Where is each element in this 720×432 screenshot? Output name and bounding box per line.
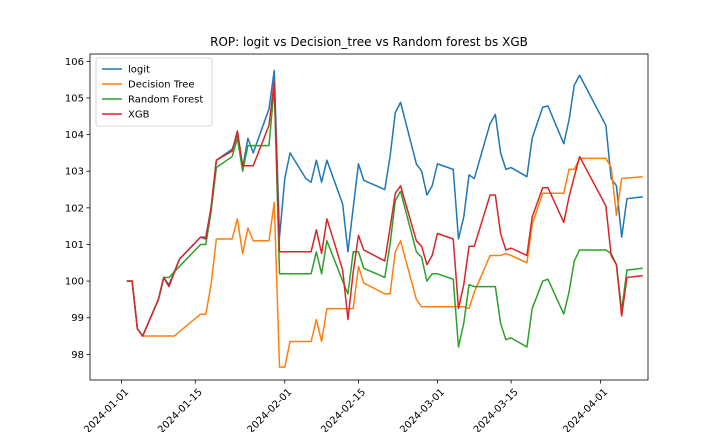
y-tick-label: 103 [65,167,84,178]
y-tick-label: 99 [71,313,84,324]
legend-box [95,57,213,127]
series-line-decision-tree [126,157,643,368]
plot-area [126,69,643,368]
x-tick-label: 2024-03-15 [472,387,521,432]
y-axis: 98 99 100 101 102 103 104 105 106 [65,57,90,361]
x-axis: 2024-01-01 2024-01-15 2024-02-01 2024-02-15… [82,380,610,432]
x-tick-label: 2024-03-01 [398,387,447,432]
y-tick-label: 105 [65,93,84,104]
x-tick-label: 2024-04-01 [561,387,610,432]
axes-frame [89,53,649,381]
series-line-xgb [126,80,643,337]
y-tick-label: 104 [65,130,84,141]
y-tick-label: 100 [65,277,84,288]
x-tick-label: 2024-01-15 [156,387,205,432]
x-tick-label: 2024-02-15 [319,387,368,432]
legend-label: logit [128,65,150,76]
y-tick-label: 98 [71,350,84,361]
x-tick-label: 2024-01-01 [82,387,131,432]
legend: logit Decision Tree Random Forest XGB [95,57,213,127]
chart-title: ROP: logit vs Decision_tree vs Random fo… [210,35,528,49]
legend-label: XGB [128,110,150,121]
y-tick-label: 101 [65,240,84,251]
y-tick-label: 106 [65,57,84,68]
legend-label: Decision Tree [128,80,195,91]
legend-label: Random Forest [128,95,203,106]
axes [89,53,649,381]
y-tick-label: 102 [65,203,84,214]
x-tick-label: 2024-02-01 [246,387,295,432]
